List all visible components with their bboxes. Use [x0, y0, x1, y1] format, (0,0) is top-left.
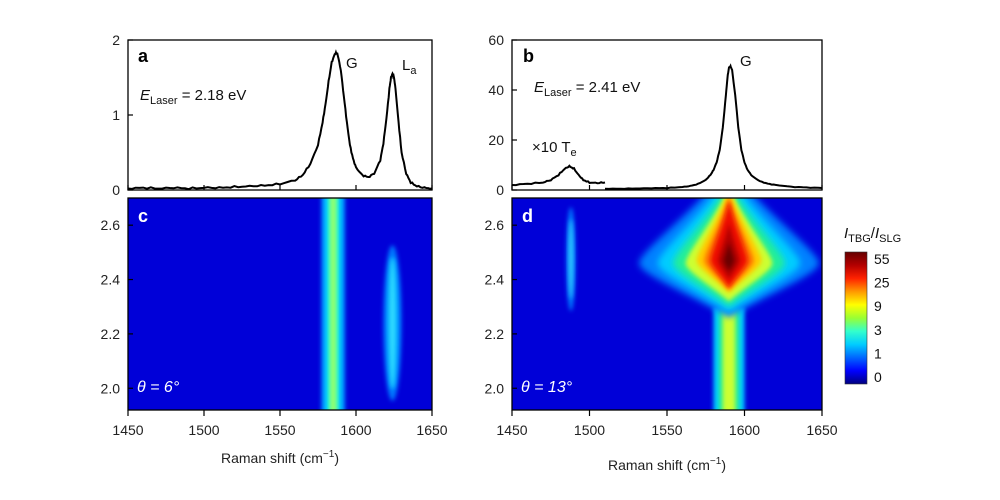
panel-d-y-tick-label: 2.6 — [485, 217, 505, 233]
panel-c-x-tick-label: 1550 — [264, 422, 295, 438]
panel-b-spectrum-line — [604, 63, 823, 190]
colorbar-tick-label: 1 — [874, 345, 882, 361]
panel-d-theta: θ = 13° — [521, 379, 573, 396]
panel-a-y-tick-label: 1 — [112, 107, 120, 123]
panel-c-x-tick-label: 1650 — [416, 422, 447, 438]
panel-d-x-tick-label: 1450 — [496, 422, 527, 438]
panel-c-band-la-level — [389, 257, 396, 389]
panel-d-band-te-level — [568, 219, 574, 300]
panel-d-y-tick-label: 2.0 — [485, 380, 505, 396]
panel-c-background — [128, 198, 432, 410]
panel-a: 0 1 2 a ELaser = 2.18 eV G La — [112, 32, 433, 198]
panel-b-y-tick-label: 0 — [496, 182, 504, 198]
panel-d-intensity-contour — [723, 241, 735, 272]
panel-c-x-tick-label: 1450 — [112, 422, 143, 438]
panel-c-x-tick-label: 1500 — [188, 422, 219, 438]
panel-d-letter: d — [522, 206, 533, 226]
panel-c-band-g-level — [330, 198, 337, 410]
panel-c-y-tick-label: 2.6 — [101, 217, 121, 233]
panel-c-x-tick-label: 1600 — [340, 422, 371, 438]
colorbar-title: ITBG/ISLG — [844, 225, 901, 245]
panel-b-y-tick-label: 60 — [488, 32, 504, 48]
panel-a-peak-label-la: La — [402, 57, 417, 77]
panel-a-y-tick-label: 2 — [112, 32, 120, 48]
colorbar-tick-label: 55 — [874, 251, 890, 267]
panel-b-inset-label: ×10 Te — [532, 139, 577, 159]
panel-b-y-ticks: 0 20 40 60 — [488, 32, 823, 198]
panel-d-stem-level — [722, 306, 736, 410]
colorbar-gradient — [844, 251, 868, 385]
panel-c-y-tick-label: 2.0 — [101, 380, 121, 396]
colorbar-tick-label: 25 — [874, 275, 890, 291]
panel-a-spectrum-line — [127, 49, 433, 191]
panel-a-y-tick-label: 0 — [112, 182, 120, 198]
panel-d-y-tick-label: 2.2 — [485, 326, 505, 342]
colorbar-tick-label: 9 — [874, 298, 882, 314]
panel-d-x-tick-label: 1650 — [806, 422, 837, 438]
panel-d: 2.0 2.2 2.4 2.6 1450 1500 1550 1600 1650 d θ = 1… — [485, 197, 838, 473]
panel-c-heatmap — [321, 198, 402, 410]
panel-c-y-tick-label: 2.4 — [101, 272, 121, 288]
panel-c-y-tick-label: 2.2 — [101, 326, 121, 342]
panel-a-letter: a — [138, 46, 149, 66]
panel-d-ticks: 2.0 2.2 2.4 2.6 1450 1500 1550 1600 1650 — [485, 217, 838, 438]
panel-b-te-inset-line — [511, 164, 606, 187]
panel-b-y-tick-label: 20 — [488, 132, 504, 148]
panel-a-frame — [127, 39, 433, 191]
panel-c-letter: c — [138, 206, 148, 226]
panel-d-x-tick-label: 1600 — [729, 422, 760, 438]
panel-c: 2.0 2.2 2.4 2.6 1450 1500 1550 1600 1650 c θ = 6… — [101, 197, 448, 466]
panel-b: 0 20 40 60 b ELaser = 2.41 eV ×10 Te G — [488, 32, 823, 198]
panel-c-ticks: 2.0 2.2 2.4 2.6 1450 1500 1550 1600 1650 — [101, 217, 448, 438]
panel-d-y-tick-label: 2.4 — [485, 272, 505, 288]
panel-b-y-tick-label: 40 — [488, 82, 504, 98]
panel-d-heatmap — [566, 198, 819, 410]
panel-c-theta: θ = 6° — [137, 379, 180, 396]
colorbar-ticks: 55 25 9 3 1 0 — [874, 251, 890, 385]
panel-a-laser-energy: ELaser = 2.18 eV — [140, 87, 246, 107]
panel-b-letter: b — [523, 46, 534, 66]
colorbar-tick-label: 0 — [874, 369, 882, 385]
panel-d-x-tick-label: 1500 — [574, 422, 605, 438]
colorbar: ITBG/ISLG 55 25 9 3 1 0 — [844, 225, 901, 385]
panel-c-x-axis-title: Raman shift (cm−1) — [221, 449, 339, 466]
panel-d-x-axis-title: Raman shift (cm−1) — [608, 456, 726, 473]
panel-d-x-tick-label: 1550 — [651, 422, 682, 438]
panel-b-frame — [511, 39, 823, 191]
panel-a-peak-label-g: G — [346, 55, 358, 72]
colorbar-tick-label: 3 — [874, 322, 882, 338]
panel-b-peak-label-g: G — [740, 53, 752, 70]
panel-b-laser-energy: ELaser = 2.41 eV — [534, 79, 640, 99]
